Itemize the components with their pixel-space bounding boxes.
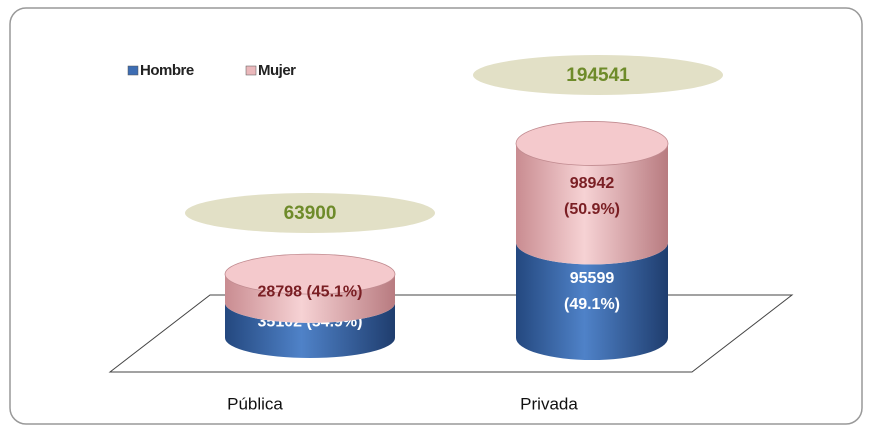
total-bubble [185, 193, 435, 233]
legend-swatch [127, 65, 139, 76]
cylinder-segment [225, 302, 395, 358]
legend-swatch [245, 65, 257, 76]
cylinder-top [224, 253, 396, 295]
data-label-line: (50.9%) [564, 201, 620, 218]
total-label: 194541 [566, 65, 630, 86]
total-label: 63900 [284, 203, 337, 224]
legend-label: Mujer [258, 62, 296, 79]
cylinder-top [515, 121, 669, 166]
data-label: 98942 (50.9%) [564, 175, 620, 218]
cylinder-segment [225, 274, 395, 323]
cylinder-segment [516, 143, 668, 265]
floor [108, 294, 794, 373]
total-bubble [473, 55, 723, 95]
legend-label: Hombre [140, 62, 194, 79]
data-label: 28798 (45.1%) [258, 284, 363, 301]
data-label-line: (49.1%) [564, 296, 620, 313]
data-label: 95599 (49.1%) [564, 270, 620, 313]
x-tick-label: Pública [227, 394, 283, 413]
data-label-line: 95599 [570, 270, 615, 287]
cylinder-segment [516, 242, 668, 360]
data-label-line: 98942 [570, 175, 615, 192]
x-tick-label: Privada [520, 394, 578, 413]
